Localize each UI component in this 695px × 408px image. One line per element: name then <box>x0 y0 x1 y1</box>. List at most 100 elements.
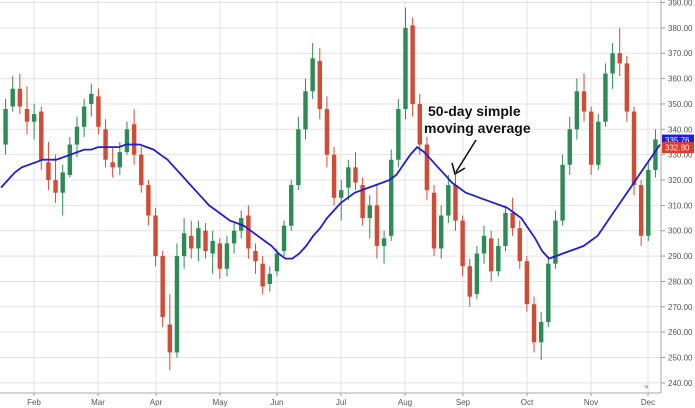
y-axis: 240.00 250.00 260.00 270.00 280.00 290.00 300.… <box>660 0 693 393</box>
candle-body <box>267 273 273 284</box>
candle-body <box>553 220 558 264</box>
candle-body <box>624 63 630 112</box>
y-tick-label: 290.00 <box>668 252 693 261</box>
candle-body <box>438 215 444 249</box>
candle <box>331 147 337 206</box>
candle <box>24 86 30 135</box>
candle <box>139 147 144 193</box>
candle-body <box>110 162 115 168</box>
candle <box>146 180 151 226</box>
candle-body <box>488 238 494 272</box>
candle-body <box>160 256 165 317</box>
candle <box>217 238 223 279</box>
candle-body <box>46 162 51 181</box>
candle <box>588 106 594 175</box>
candle-body <box>117 152 123 168</box>
candle <box>160 251 165 328</box>
price-badge-bg <box>662 142 694 154</box>
candle-body <box>653 139 658 170</box>
candle-body <box>517 228 522 262</box>
candle <box>189 220 194 259</box>
candle <box>396 98 401 168</box>
x-axis: Feb Mar Apr May Jun Jul Aug Sep Oct Nov Dec <box>0 392 661 407</box>
candle <box>74 116 80 158</box>
candle <box>246 205 251 259</box>
price-badge-bg <box>662 134 694 146</box>
candle-body <box>324 109 330 155</box>
candle-body <box>196 228 201 249</box>
candle <box>31 103 37 140</box>
candle-body <box>496 245 501 272</box>
x-tick-label: Jun <box>271 398 284 407</box>
candle-body <box>460 220 465 267</box>
x-tick-label: Apr <box>150 398 163 407</box>
candle <box>267 266 273 292</box>
candle-body <box>203 230 208 252</box>
y-tick-label: 380.00 <box>668 24 693 33</box>
candle-body <box>181 233 187 257</box>
candle-body <box>60 172 65 193</box>
y-tick-label: 330.00 <box>668 151 693 160</box>
candle <box>581 73 587 122</box>
x-tick-label: Dec <box>641 398 655 407</box>
x-tick-label: Jul <box>336 398 346 407</box>
candle <box>17 73 23 115</box>
y-tick-label: 260.00 <box>668 328 693 337</box>
candle <box>360 177 365 226</box>
candle <box>53 154 58 203</box>
candle-body <box>317 60 323 110</box>
candle-body <box>603 73 608 122</box>
x-tick-label: Aug <box>398 398 412 407</box>
candle <box>310 43 315 99</box>
annotation-line-2: moving average <box>424 120 531 136</box>
candle <box>531 296 537 353</box>
candle-body <box>53 180 58 193</box>
candles <box>3 7 658 371</box>
y-tick-label: 310.00 <box>668 201 693 210</box>
candle-body <box>253 251 258 262</box>
candle <box>467 258 472 307</box>
candle <box>517 220 522 269</box>
candle <box>167 294 173 371</box>
y-tick-label: 360.00 <box>668 75 693 84</box>
candle-body <box>596 121 601 165</box>
y-tick-label: 390.00 <box>668 0 693 8</box>
candle-body <box>481 235 487 254</box>
candle <box>110 147 115 178</box>
candle-body <box>153 215 158 257</box>
candle-body <box>296 129 301 186</box>
y-tick-label: 340.00 <box>668 125 693 134</box>
candle-body <box>424 144 430 191</box>
x-tick-label: Mar <box>91 398 105 407</box>
candle-body <box>74 126 80 145</box>
candle <box>210 230 215 274</box>
candle <box>438 205 444 259</box>
candle <box>153 207 158 267</box>
candle <box>67 136 73 178</box>
candle <box>338 180 344 221</box>
y-tick-label: 300.00 <box>668 227 693 236</box>
candle-body <box>360 185 365 219</box>
candle <box>289 180 294 231</box>
candle-body <box>3 109 8 145</box>
candle <box>303 78 308 140</box>
candle <box>281 220 287 257</box>
candle <box>3 98 8 155</box>
candle-body <box>96 96 101 127</box>
candle <box>103 119 108 168</box>
candle <box>367 195 372 239</box>
candle <box>553 210 558 269</box>
candle-body <box>431 192 437 249</box>
candle <box>631 106 637 196</box>
scroll-icon[interactable]: » <box>644 382 649 391</box>
candle-body <box>503 212 508 246</box>
candle-body <box>588 111 594 165</box>
candle-body <box>646 169 651 236</box>
candle-body <box>560 164 565 221</box>
candle <box>231 223 237 254</box>
candle-body <box>246 215 251 249</box>
moving-average-line <box>0 143 661 260</box>
candle <box>417 93 422 155</box>
candle-body <box>410 25 415 104</box>
candle <box>410 17 415 117</box>
